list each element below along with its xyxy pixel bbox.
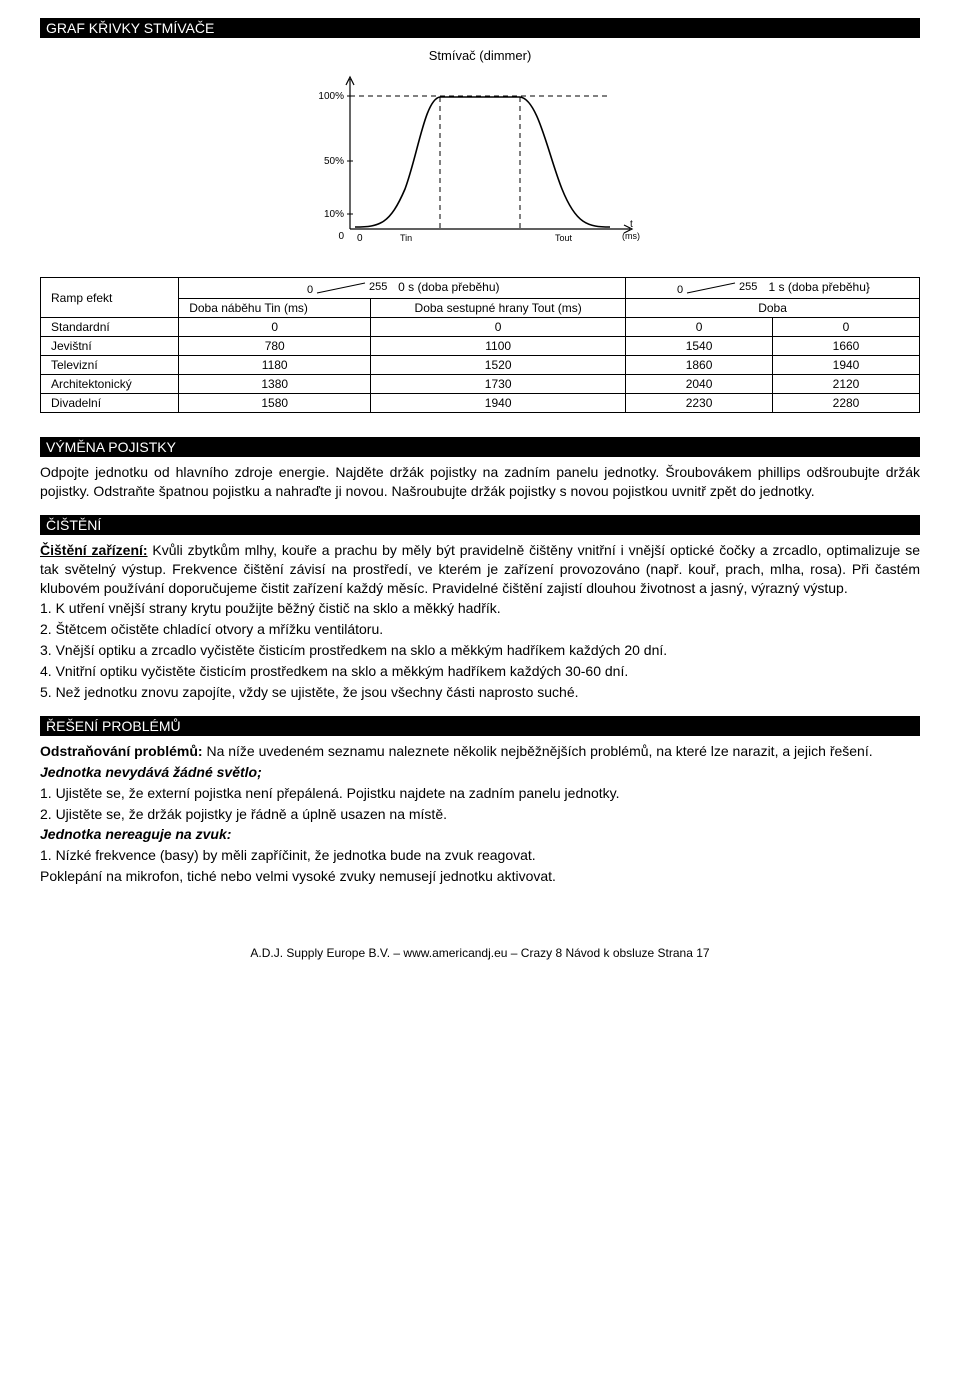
svg-text:10%: 10% (324, 209, 344, 220)
svg-text:100%: 100% (318, 91, 344, 102)
cell: 0 (626, 318, 773, 337)
cell: 2280 (773, 394, 920, 413)
svg-text:0: 0 (307, 284, 313, 296)
cell: 0 (179, 318, 371, 337)
heading-graf: GRAF KŘIVKY STMÍVAČE (40, 18, 920, 38)
th-sub1: Doba náběhu Tin (ms) (179, 299, 371, 318)
th-sub2: Doba sestupné hrany Tout (ms) (371, 299, 626, 318)
table-row: Jevištní 780 1100 1540 1660 (41, 337, 920, 356)
table-row: Divadelní 1580 1940 2230 2280 (41, 394, 920, 413)
cell: Televizní (41, 356, 179, 375)
cell: 2120 (773, 375, 920, 394)
svg-text:t: t (630, 219, 633, 230)
th-ramp-efekt: Ramp efekt (41, 278, 179, 318)
svg-text:Tin: Tin (400, 233, 412, 243)
svg-text:0: 0 (677, 284, 683, 296)
th-0s-label: 0 s (doba přeběhu) (398, 280, 499, 294)
cell: 1380 (179, 375, 371, 394)
cisteni-lead: Čištění zařízení: Kvůli zbytkům mlhy, ko… (40, 541, 920, 598)
cell: 0 (371, 318, 626, 337)
svg-text:0: 0 (357, 233, 363, 244)
th-1s-label: 1 s (doba přeběhu} (769, 280, 870, 294)
svg-text:(ms): (ms) (622, 231, 640, 241)
svg-text:50%: 50% (324, 156, 344, 167)
reseni-sub1: Jednotka nevydává žádné světlo; (40, 763, 920, 782)
ramp-table: Ramp efekt 0 255 0 s (doba přeběhu) 0 25… (40, 277, 920, 413)
svg-text:255: 255 (739, 281, 757, 293)
cell: 2230 (626, 394, 773, 413)
dimmer-chart: 100% 50% 10% 0 0 Tin Tout t (ms) (40, 69, 920, 259)
svg-text:255: 255 (369, 281, 387, 293)
page-footer: A.D.J. Supply Europe B.V. – www.american… (40, 946, 920, 960)
cisteni-3: 3. Vnější optiku a zrcadlo vyčistěte čis… (40, 641, 920, 660)
cisteni-2: 2. Štětcem očistěte chladící otvory a mř… (40, 620, 920, 639)
cell: 0 (773, 318, 920, 337)
cisteni-lead-rest: Kvůli zbytkům mlhy, kouře a prachu by mě… (40, 542, 920, 596)
table-row: Architektonický 1380 1730 2040 2120 (41, 375, 920, 394)
table-row: Standardní 0 0 0 0 (41, 318, 920, 337)
reseni-sub2-2: Poklepání na mikrofon, tiché nebo velmi … (40, 867, 920, 886)
cell: 1660 (773, 337, 920, 356)
cell: Architektonický (41, 375, 179, 394)
cell: 1180 (179, 356, 371, 375)
cell: 2040 (626, 375, 773, 394)
th-0s: 0 255 0 s (doba přeběhu) (179, 278, 626, 299)
cell: 1940 (773, 356, 920, 375)
dimmer-label: Stmívač (dimmer) (40, 48, 920, 63)
svg-text:Tout: Tout (555, 233, 573, 243)
ramp-icon-0: 0 255 (305, 280, 395, 296)
cell: 1520 (371, 356, 626, 375)
reseni-sub1-2: 2. Ujistěte se, že držák pojistky je řád… (40, 805, 920, 824)
cisteni-5: 5. Než jednotku znovu zapojíte, vždy se … (40, 683, 920, 702)
th-sub3: Doba (626, 299, 920, 318)
cisteni-4: 4. Vnitřní optiku vyčistěte čisticím pro… (40, 662, 920, 681)
heading-vymena: VÝMĚNA POJISTKY (40, 437, 920, 457)
svg-text:0: 0 (338, 231, 344, 242)
cell: Standardní (41, 318, 179, 337)
cell: Jevištní (41, 337, 179, 356)
cisteni-lead-bold: Čištění zařízení: (40, 542, 148, 558)
cell: 1730 (371, 375, 626, 394)
cell: 1860 (626, 356, 773, 375)
cell: 1580 (179, 394, 371, 413)
cell: 1540 (626, 337, 773, 356)
table-row: Televizní 1180 1520 1860 1940 (41, 356, 920, 375)
cisteni-1: 1. K utření vnější strany krytu použijte… (40, 599, 920, 618)
cell: 1100 (371, 337, 626, 356)
heading-cisteni: ČIŠTĚNÍ (40, 515, 920, 535)
reseni-sub1-1: 1. Ujistěte se, že externí pojistka není… (40, 784, 920, 803)
vymena-text: Odpojte jednotku od hlavního zdroje ener… (40, 463, 920, 501)
th-1s: 0 255 1 s (doba přeběhu} (626, 278, 920, 299)
reseni-lead: Odstraňování problémů: Na níže uvedeném … (40, 742, 920, 761)
reseni-sub2-1: 1. Nízké frekvence (basy) by měli zapříč… (40, 846, 920, 865)
ramp-icon-1: 0 255 (675, 280, 765, 296)
heading-reseni: ŘEŠENÍ PROBLÉMŮ (40, 716, 920, 736)
cell: Divadelní (41, 394, 179, 413)
reseni-sub2: Jednotka nereaguje na zvuk: (40, 825, 920, 844)
reseni-lead-bold: Odstraňování problémů: (40, 743, 203, 759)
cell: 1940 (371, 394, 626, 413)
reseni-lead-rest: Na níže uvedeném seznamu naleznete někol… (203, 743, 873, 759)
cell: 780 (179, 337, 371, 356)
